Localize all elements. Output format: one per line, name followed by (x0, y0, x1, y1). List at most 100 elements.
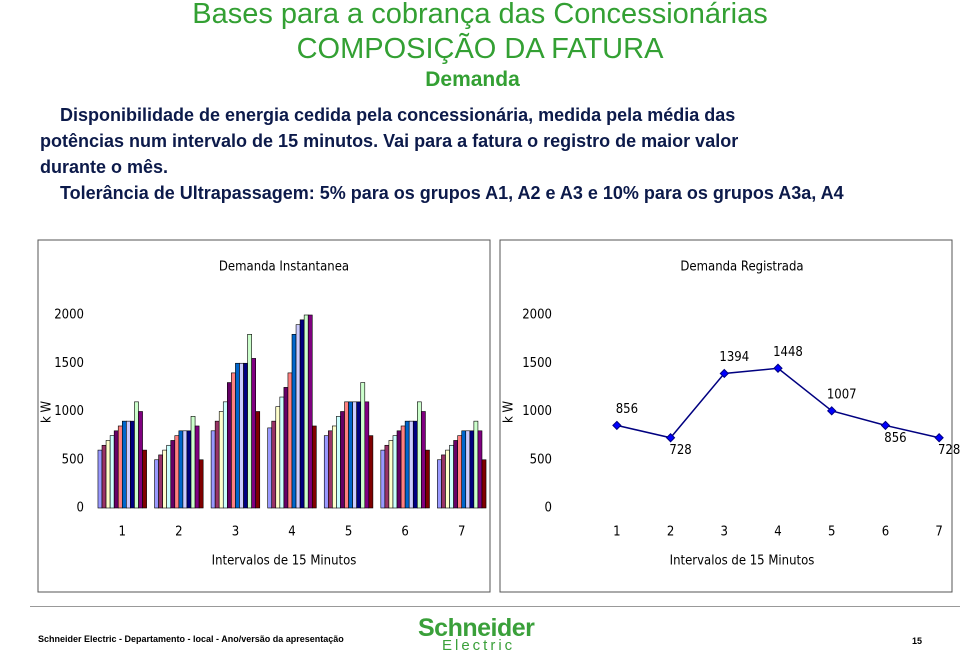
logo: Schneider (418, 614, 535, 642)
bar (396, 430, 402, 509)
bar (154, 459, 159, 509)
y-tick-label: 0 (545, 501, 552, 516)
bar (158, 454, 163, 509)
paragraph: Disponibilidade de energia cedida pela c… (40, 105, 739, 177)
x-tick-label: 3 (232, 525, 239, 540)
bar (303, 314, 309, 509)
bar (130, 420, 135, 509)
bar (251, 358, 257, 509)
bar (218, 411, 224, 509)
chart-frame (499, 239, 953, 593)
bar (453, 440, 458, 509)
data-label: 1007 (827, 387, 857, 402)
subtitle: COMPOSIÇÃO DA FATURA (296, 33, 664, 65)
marker (773, 363, 783, 373)
x-axis-label: Intervalos de 15 Minutos (212, 554, 357, 569)
bar (344, 401, 349, 509)
y-tick-label: 0 (77, 501, 84, 516)
bar (267, 427, 273, 509)
title: Bases para a cobrança das Concessionária… (192, 0, 768, 30)
bar (97, 449, 103, 509)
bar (227, 382, 232, 509)
marker (719, 368, 729, 379)
x-tick-label: 2 (667, 525, 674, 540)
chart-frame (37, 239, 491, 593)
bar (291, 333, 297, 509)
y-tick-label: 500 (62, 452, 84, 467)
y-tick-label: 2000 (522, 308, 552, 323)
bar (388, 440, 394, 509)
y-tick-label: 1500 (54, 356, 84, 371)
bar (287, 372, 293, 509)
bar (190, 416, 196, 509)
bar (332, 425, 337, 509)
data-label: 1448 (773, 345, 803, 360)
bar (352, 401, 357, 509)
chart-title: Demanda Instantanea (219, 260, 349, 275)
bar (364, 401, 370, 509)
bar (457, 435, 463, 509)
bar (295, 324, 301, 509)
y-tick-label: 1000 (54, 404, 84, 419)
bar (327, 430, 333, 509)
bar (392, 435, 398, 509)
line (616, 367, 940, 439)
bar (477, 430, 483, 509)
x-tick-label: 5 (828, 525, 835, 540)
x-tick-label: 6 (401, 525, 408, 540)
data-label: 856 (616, 402, 638, 417)
x-tick-label: 4 (288, 525, 295, 540)
bar (121, 420, 127, 509)
bar (441, 454, 446, 509)
y-axis-label: k W (502, 401, 517, 423)
data-label: 728 (669, 443, 691, 458)
bar (368, 435, 374, 509)
bar (239, 362, 244, 509)
bar (299, 319, 305, 509)
bar (247, 333, 252, 509)
bar (126, 420, 131, 509)
bar (307, 314, 313, 509)
x-tick-label: 1 (119, 525, 126, 540)
bar (138, 411, 143, 509)
page-number: 15 (912, 636, 923, 646)
bar (421, 411, 426, 509)
bar (425, 449, 430, 509)
section-title: Demanda (425, 68, 520, 91)
bar (311, 425, 317, 509)
bar (134, 401, 139, 509)
bar (113, 430, 119, 509)
bar (473, 420, 479, 509)
chart-title: Demanda Registrada (680, 260, 803, 275)
bar (109, 435, 115, 509)
bar (117, 425, 123, 509)
bar (400, 425, 406, 509)
bar (105, 440, 111, 509)
bar (360, 382, 366, 509)
marker (827, 406, 837, 416)
logo: Electric (442, 637, 516, 654)
bar (336, 416, 341, 509)
bar (255, 411, 261, 509)
bar (323, 435, 329, 509)
bar (222, 401, 228, 509)
y-axis-label: k W (40, 401, 55, 423)
bar (182, 430, 188, 509)
bar (275, 406, 281, 509)
bar (449, 444, 454, 509)
charts: Demanda Instantanea k W Intervalos de 15 M… (37, 239, 960, 593)
bar (417, 401, 422, 509)
bar (380, 449, 386, 509)
paragraph: Tolerância de Ultrapassagem: 5% para os … (60, 183, 844, 203)
bar (231, 372, 236, 509)
x-tick-label: 7 (458, 525, 465, 540)
bar (481, 459, 487, 509)
bar (283, 387, 289, 509)
bar (186, 430, 192, 509)
bar (445, 449, 450, 509)
bar (198, 459, 204, 509)
bar (101, 444, 107, 509)
data-label: 856 (884, 431, 906, 446)
bar (214, 420, 220, 509)
